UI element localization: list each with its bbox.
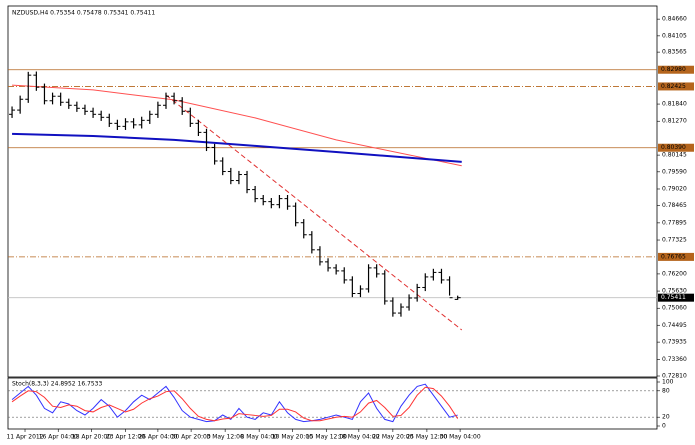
y-tick-label: 0.75060 — [662, 305, 687, 312]
x-tick-label: 8 May 04:00 — [241, 434, 279, 441]
y-tick-label: 0.73935 — [662, 339, 687, 346]
y-tick-label: 0.84105 — [662, 32, 687, 39]
y-tick-label: 0.80145 — [662, 152, 687, 159]
level-label: 0.82425 — [661, 83, 686, 90]
y-tick-label: 0.79020 — [662, 185, 687, 192]
y-tick-label: 100 — [662, 379, 674, 386]
level-label: 0.80390 — [661, 144, 686, 151]
y-tick-label: 0.72810 — [662, 373, 687, 380]
y-tick-label: 0.83565 — [662, 49, 687, 56]
current-price-box — [658, 293, 694, 302]
y-tick-label: 0.78465 — [662, 202, 687, 209]
x-tick-label: 11 Apr 2012 — [6, 434, 43, 441]
x-tick-label: 22 May 20:00 — [372, 434, 413, 441]
indicator-title: Stoch(8,3,3) 24.8952 16.7533 — [12, 381, 103, 388]
current-price-label: 0.75411 — [661, 294, 686, 301]
x-tick-label: 25 May 12:00 — [406, 434, 447, 441]
x-tick-label: 23 Apr 12:00 — [106, 434, 145, 441]
y-tick-label: 0.77895 — [662, 219, 687, 226]
x-tick-label: 16 Apr 04:00 — [39, 434, 78, 441]
y-tick-label: 0.79590 — [662, 168, 687, 175]
y-tick-label: 0.74495 — [662, 322, 687, 329]
main-frame — [7, 5, 658, 378]
y-tick-label: 0.73360 — [662, 356, 687, 363]
stoch-frame — [7, 377, 658, 430]
x-tick-label: 30 May 04:00 — [440, 434, 481, 441]
x-tick-label: 15 May 12:00 — [306, 434, 347, 441]
level-label-box — [658, 82, 694, 91]
y-tick-label: 0.75630 — [662, 288, 687, 295]
x-tick-label: 18 Apr 20:00 — [72, 434, 111, 441]
stoch-line — [11, 386, 459, 422]
level-label-box — [658, 143, 694, 152]
y-tick-label: 80 — [662, 387, 670, 394]
x-tick-label: 10 May 20:00 — [272, 434, 313, 441]
stoch-line — [11, 383, 458, 423]
chart-title: NZDUSD,H4 0.75354 0.75478 0.75341 0.7541… — [12, 10, 155, 17]
overlay-line — [165, 94, 463, 331]
y-tick-label: 0.76200 — [662, 270, 687, 277]
level-label: 0.82980 — [661, 66, 686, 73]
y-tick-label: 0 — [662, 423, 666, 430]
x-tick-label: 30 Apr 20:00 — [172, 434, 211, 441]
level-label: 0.76765 — [661, 253, 686, 260]
y-tick-label: 0.81270 — [662, 118, 687, 125]
y-tick-label: 20 — [662, 414, 670, 421]
level-label-box — [658, 65, 694, 74]
overlay-line — [12, 132, 462, 163]
x-tick-label: 3 May 12:00 — [206, 434, 244, 441]
y-tick-label: 0.77325 — [662, 237, 687, 244]
x-tick-label: 18 May 04:00 — [338, 434, 379, 441]
x-tick-label: 26 Apr 04:00 — [138, 434, 177, 441]
y-tick-label: 0.81840 — [662, 101, 687, 108]
overlay-line — [12, 84, 462, 167]
y-tick-label: 0.84660 — [662, 16, 687, 23]
level-label-box — [658, 252, 694, 261]
